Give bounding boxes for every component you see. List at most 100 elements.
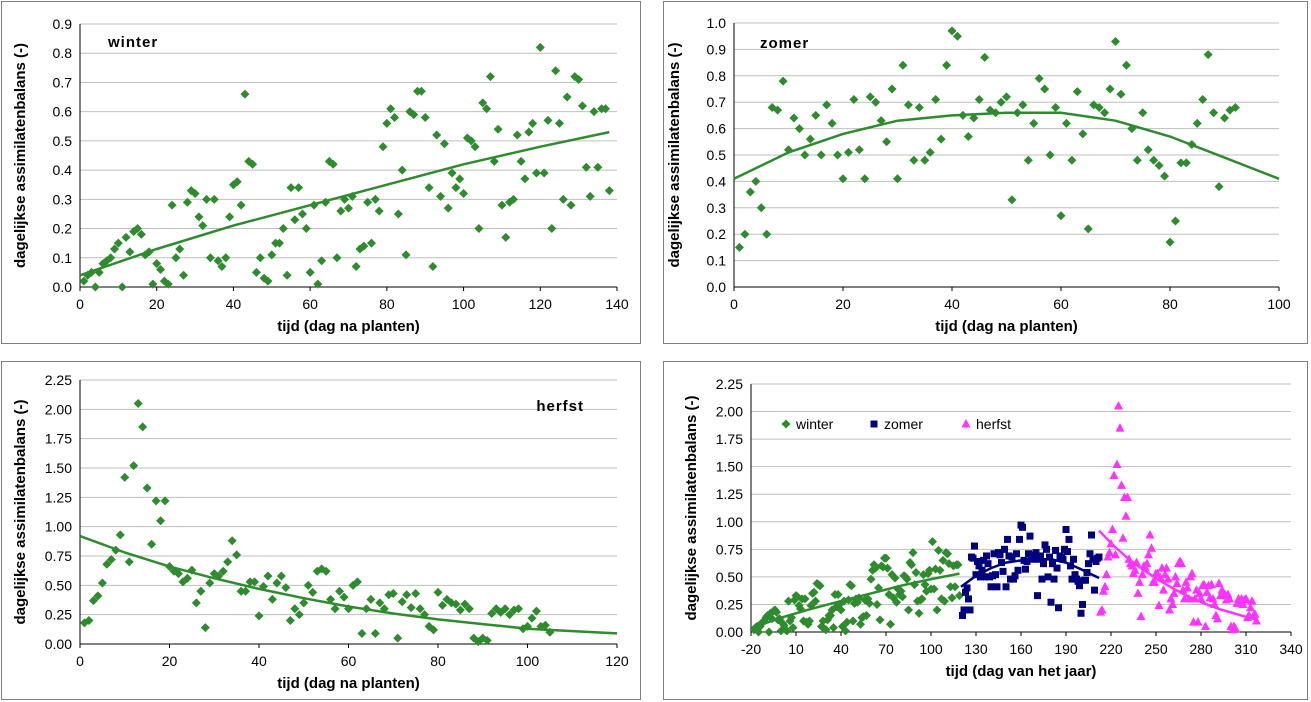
y-tick-label: 0.1 — [707, 253, 727, 269]
data-point-zomer — [965, 595, 972, 603]
data-point — [985, 105, 995, 115]
data-point-zomer — [1077, 609, 1085, 617]
data-point-winter — [872, 599, 882, 609]
chart-title: zomer — [760, 35, 809, 52]
data-point-winter — [800, 594, 810, 604]
trend-line — [79, 534, 618, 635]
data-point — [217, 262, 227, 272]
data-point-zomer — [980, 556, 987, 564]
data-point — [464, 604, 474, 614]
data-point-herfst — [1184, 593, 1194, 603]
data-point-zomer — [993, 583, 1001, 591]
data-point — [156, 264, 166, 274]
data-point — [909, 155, 919, 165]
data-point-herfst — [1250, 609, 1260, 618]
data-point — [254, 611, 264, 621]
data-point — [393, 209, 403, 219]
y-tick-label: 0.75 — [45, 548, 72, 564]
data-point — [535, 42, 545, 52]
data-point — [562, 92, 572, 102]
chart-herfst: 0.00 0.25 0.50 0.75 1.00 1.25 1.50 1.75 2.00 2.25… — [12, 372, 629, 692]
data-point-winter — [925, 565, 934, 575]
legend-label-herfst: herfst — [976, 416, 1011, 432]
data-point — [566, 200, 576, 210]
data-point — [267, 594, 277, 604]
data-point-zomer — [1064, 548, 1071, 556]
data-point — [156, 516, 166, 526]
y-tick-label: 0.4 — [707, 173, 727, 189]
data-point — [1214, 182, 1224, 192]
data-point — [1056, 211, 1066, 221]
data-point — [585, 191, 595, 201]
data-point — [301, 224, 311, 234]
data-point-winter — [790, 595, 799, 605]
data-point — [397, 597, 407, 607]
data-point — [182, 573, 192, 583]
data-point-zomer — [1025, 550, 1032, 558]
data-point-winter — [937, 594, 946, 604]
data-point — [524, 127, 534, 137]
data-point — [1072, 87, 1082, 97]
data-point — [773, 105, 783, 115]
data-point-winter — [809, 587, 819, 597]
data-point — [1230, 102, 1240, 112]
data-point — [589, 107, 599, 117]
y-tick-label: 0.25 — [716, 596, 743, 612]
data-point — [209, 194, 219, 204]
data-point-zomer — [959, 611, 966, 619]
data-point-zomer — [960, 606, 968, 614]
data-point — [1170, 216, 1180, 226]
data-point — [194, 212, 204, 222]
data-point — [173, 569, 183, 579]
data-point-herfst — [1247, 596, 1257, 605]
data-point — [432, 130, 442, 140]
data-point — [1111, 36, 1120, 46]
data-point — [936, 134, 946, 144]
data-point — [416, 86, 426, 96]
data-point-herfst — [1181, 577, 1191, 586]
data-point — [893, 174, 902, 184]
data-point-winter — [863, 594, 873, 604]
data-point-zomer — [963, 584, 971, 592]
data-point-winter — [856, 619, 865, 629]
data-point — [352, 577, 362, 587]
data-point — [227, 536, 237, 546]
data-point-herfst — [1144, 549, 1153, 559]
data-point — [482, 635, 492, 645]
x-tick-label: 40 — [833, 641, 849, 657]
data-point-herfst — [1183, 582, 1192, 592]
data-point — [294, 183, 304, 193]
data-point — [439, 139, 449, 149]
data-point — [969, 113, 979, 123]
y-tick-label: 2.00 — [45, 401, 72, 417]
data-point-winter — [910, 580, 919, 590]
x-tick-label: 70 — [878, 641, 894, 657]
data-point — [317, 256, 327, 266]
data-point — [470, 142, 480, 152]
data-point — [133, 224, 143, 234]
data-point — [335, 586, 345, 596]
data-point-zomer — [1088, 531, 1095, 539]
x-tick-label: 60 — [1053, 296, 1069, 312]
data-point — [833, 150, 843, 160]
data-point — [330, 604, 340, 614]
x-tick-label: 20 — [149, 296, 165, 312]
data-point — [202, 194, 212, 204]
data-point — [285, 616, 295, 626]
x-tick-label: 40 — [944, 296, 960, 312]
data-point-zomer — [1002, 583, 1010, 591]
data-point — [762, 229, 772, 239]
data-point — [501, 232, 511, 242]
data-point — [1209, 108, 1219, 118]
data-point — [838, 174, 848, 184]
data-point-zomer — [1095, 553, 1103, 561]
data-point — [1105, 84, 1115, 94]
data-point-zomer — [1052, 546, 1059, 554]
data-point — [348, 580, 358, 590]
data-point — [520, 174, 530, 184]
data-point-zomer — [998, 559, 1005, 567]
data-point — [1203, 50, 1213, 60]
data-point-herfst — [1118, 533, 1128, 542]
data-point — [332, 253, 342, 263]
y-tick-label: 0.8 — [707, 68, 727, 84]
